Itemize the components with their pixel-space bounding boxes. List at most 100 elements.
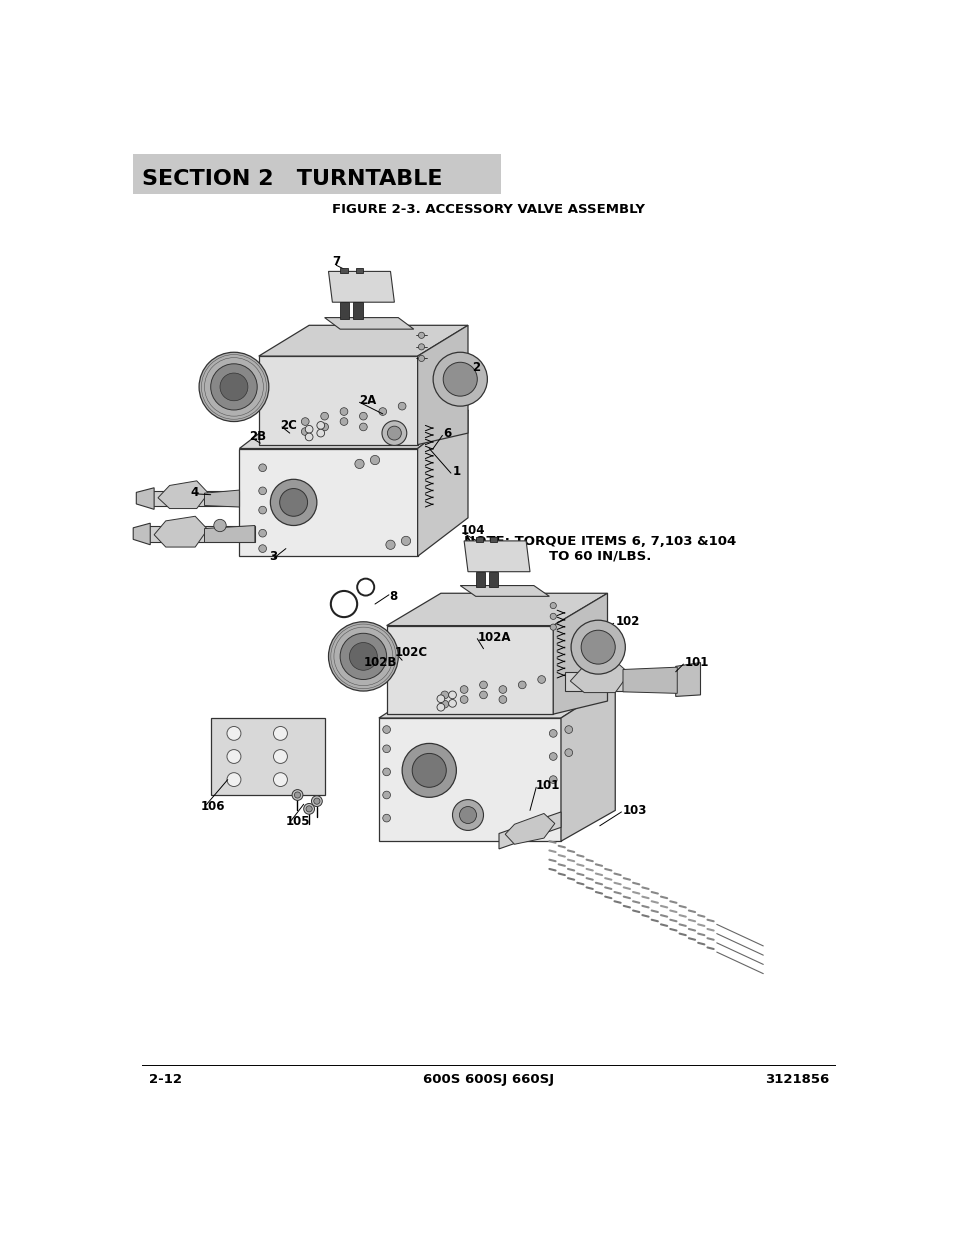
Polygon shape (324, 317, 414, 330)
Circle shape (537, 676, 545, 683)
Circle shape (436, 704, 444, 711)
Circle shape (397, 403, 406, 410)
Circle shape (301, 417, 309, 425)
Text: 3121856: 3121856 (764, 1073, 828, 1087)
Circle shape (199, 352, 269, 421)
Circle shape (418, 332, 424, 338)
Circle shape (355, 459, 364, 468)
Polygon shape (459, 585, 549, 597)
Circle shape (436, 695, 444, 703)
Text: SECTION 2   TURNTABLE: SECTION 2 TURNTABLE (142, 169, 442, 189)
Circle shape (292, 789, 303, 800)
Text: 106: 106 (200, 800, 225, 813)
Polygon shape (570, 661, 629, 693)
Circle shape (418, 343, 424, 350)
Circle shape (401, 536, 410, 546)
Circle shape (227, 750, 241, 763)
Circle shape (279, 489, 307, 516)
Circle shape (378, 408, 386, 415)
Circle shape (381, 421, 406, 446)
Polygon shape (553, 593, 607, 714)
Text: 600S 600SJ 660SJ: 600S 600SJ 660SJ (423, 1073, 554, 1087)
Polygon shape (239, 410, 468, 448)
Circle shape (440, 692, 448, 699)
Circle shape (459, 806, 476, 824)
Circle shape (452, 799, 483, 830)
Polygon shape (150, 490, 239, 506)
Polygon shape (560, 683, 615, 841)
Circle shape (402, 743, 456, 798)
Circle shape (258, 487, 266, 495)
Text: 102: 102 (615, 615, 639, 629)
Polygon shape (417, 410, 468, 556)
Circle shape (418, 356, 424, 362)
Polygon shape (564, 672, 684, 692)
Circle shape (340, 634, 386, 679)
Circle shape (220, 373, 248, 401)
Polygon shape (328, 272, 394, 303)
Circle shape (305, 433, 313, 441)
Circle shape (387, 426, 401, 440)
Polygon shape (476, 572, 484, 587)
Circle shape (382, 814, 390, 823)
Circle shape (270, 479, 316, 526)
Circle shape (311, 795, 322, 806)
Circle shape (498, 685, 506, 693)
Text: 3: 3 (269, 550, 276, 563)
Text: 104: 104 (459, 524, 484, 537)
Circle shape (550, 614, 556, 620)
Polygon shape (340, 303, 349, 319)
Text: 102A: 102A (476, 631, 510, 643)
Polygon shape (498, 811, 560, 848)
Polygon shape (378, 683, 615, 718)
Text: 2B: 2B (249, 431, 266, 443)
Circle shape (564, 726, 572, 734)
Circle shape (448, 692, 456, 699)
Circle shape (258, 545, 266, 552)
Circle shape (274, 773, 287, 787)
Circle shape (382, 745, 390, 752)
Polygon shape (355, 268, 363, 273)
Text: 105: 105 (286, 815, 310, 829)
Circle shape (227, 726, 241, 740)
Polygon shape (505, 814, 555, 845)
Circle shape (320, 412, 328, 420)
Circle shape (349, 642, 377, 671)
Polygon shape (386, 626, 553, 714)
Polygon shape (386, 593, 607, 626)
Circle shape (479, 680, 487, 689)
Circle shape (316, 430, 324, 437)
Circle shape (479, 692, 487, 699)
Text: 103: 103 (622, 804, 647, 816)
Circle shape (301, 427, 309, 436)
Polygon shape (133, 524, 150, 545)
Circle shape (274, 750, 287, 763)
Text: 8: 8 (389, 590, 396, 603)
Polygon shape (258, 356, 417, 445)
Text: 2C: 2C (280, 419, 297, 432)
Polygon shape (378, 718, 560, 841)
Polygon shape (258, 325, 468, 356)
Text: 1: 1 (452, 466, 460, 478)
Text: FIGURE 2-3. ACCESSORY VALVE ASSEMBLY: FIGURE 2-3. ACCESSORY VALVE ASSEMBLY (332, 204, 645, 216)
Circle shape (227, 773, 241, 787)
Circle shape (305, 425, 313, 433)
Circle shape (370, 456, 379, 464)
Text: 7: 7 (332, 254, 340, 268)
Circle shape (382, 726, 390, 734)
Circle shape (412, 753, 446, 787)
Circle shape (549, 752, 557, 761)
Circle shape (258, 530, 266, 537)
Circle shape (306, 805, 312, 811)
Circle shape (549, 776, 557, 783)
Circle shape (459, 685, 468, 693)
Circle shape (448, 699, 456, 708)
Text: 101: 101 (684, 656, 709, 669)
Polygon shape (211, 718, 324, 795)
Circle shape (303, 804, 314, 814)
Circle shape (459, 695, 468, 704)
Text: 4: 4 (191, 485, 198, 499)
Text: 101: 101 (535, 779, 559, 793)
Circle shape (517, 680, 525, 689)
Polygon shape (464, 541, 530, 572)
